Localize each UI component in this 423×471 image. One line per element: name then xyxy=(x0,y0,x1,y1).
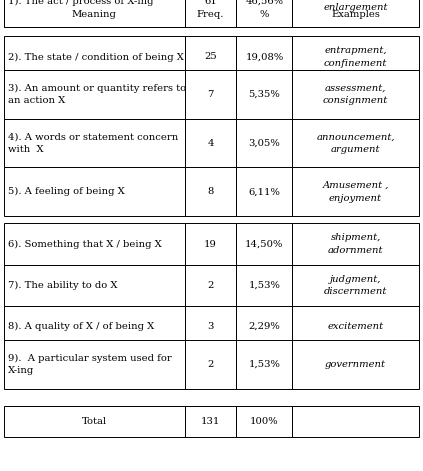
Text: 3,05%: 3,05% xyxy=(248,139,280,148)
Text: 3: 3 xyxy=(207,322,214,331)
Bar xyxy=(236,265,292,306)
Text: 3). An amount or quantity refers to
an action X: 3). An amount or quantity refers to an a… xyxy=(8,84,186,106)
Text: 14,50%: 14,50% xyxy=(245,239,283,249)
Bar xyxy=(292,340,419,389)
Bar xyxy=(236,119,292,168)
Bar xyxy=(184,70,236,119)
Bar xyxy=(292,406,419,437)
Bar xyxy=(4,265,184,306)
Bar xyxy=(184,406,236,437)
Text: 8: 8 xyxy=(207,187,214,196)
Bar xyxy=(4,340,184,389)
Bar xyxy=(236,70,292,119)
Text: Adjusment,
enlargement: Adjusment, enlargement xyxy=(323,0,388,12)
Text: 4: 4 xyxy=(207,139,214,148)
Bar xyxy=(292,119,419,168)
Text: 4). A words or statement concern
with  X: 4). A words or statement concern with X xyxy=(8,132,178,154)
Text: 2: 2 xyxy=(207,281,214,290)
Text: 9).  A particular system used for
X-ing: 9). A particular system used for X-ing xyxy=(8,353,171,375)
Bar xyxy=(184,340,236,389)
Bar xyxy=(236,2,292,27)
Text: 7: 7 xyxy=(207,90,214,99)
Bar xyxy=(292,306,419,347)
Text: government: government xyxy=(325,360,386,369)
Bar xyxy=(4,0,184,27)
Text: Meaning: Meaning xyxy=(72,10,117,19)
Text: 8). A quality of X / of being X: 8). A quality of X / of being X xyxy=(8,322,154,331)
Bar xyxy=(4,168,184,216)
Text: Total: Total xyxy=(82,417,107,426)
Bar xyxy=(236,0,292,27)
Text: 6,11%: 6,11% xyxy=(248,187,280,196)
Bar xyxy=(236,406,292,437)
Bar xyxy=(184,2,236,27)
Bar xyxy=(292,223,419,265)
Bar xyxy=(236,36,292,78)
Text: excitement: excitement xyxy=(327,322,384,331)
Bar xyxy=(292,0,419,27)
Text: 100%: 100% xyxy=(250,417,279,426)
Bar xyxy=(292,36,419,78)
Text: entrapment,
confinement: entrapment, confinement xyxy=(324,46,387,68)
Bar xyxy=(4,36,184,78)
Text: 19: 19 xyxy=(204,239,217,249)
Text: 2). The state / condition of being X: 2). The state / condition of being X xyxy=(8,52,184,62)
Text: Amusement ,
enjoyment: Amusement , enjoyment xyxy=(322,181,389,203)
Bar xyxy=(184,168,236,216)
Text: 5,35%: 5,35% xyxy=(248,90,280,99)
Text: 25: 25 xyxy=(204,52,217,62)
Text: %: % xyxy=(260,10,269,19)
Bar xyxy=(4,406,184,437)
Bar xyxy=(4,223,184,265)
Bar xyxy=(292,70,419,119)
Text: 1,53%: 1,53% xyxy=(248,360,280,369)
Text: 2: 2 xyxy=(207,360,214,369)
Text: 7). The ability to do X: 7). The ability to do X xyxy=(8,281,117,290)
Text: 6). Something that X / being X: 6). Something that X / being X xyxy=(8,239,161,249)
Bar xyxy=(236,223,292,265)
Text: 131: 131 xyxy=(201,417,220,426)
Bar xyxy=(4,70,184,119)
Text: 1,53%: 1,53% xyxy=(248,281,280,290)
Bar xyxy=(184,223,236,265)
Bar xyxy=(292,2,419,27)
Text: Examples: Examples xyxy=(331,10,380,19)
Bar xyxy=(4,306,184,347)
Text: 5). A feeling of being X: 5). A feeling of being X xyxy=(8,187,124,196)
Text: 2,29%: 2,29% xyxy=(248,322,280,331)
Bar xyxy=(292,265,419,306)
Bar xyxy=(184,306,236,347)
Text: 46,56%: 46,56% xyxy=(245,0,283,6)
Bar xyxy=(292,168,419,216)
Bar xyxy=(184,265,236,306)
Text: judgment,
discernment: judgment, discernment xyxy=(324,275,387,296)
Bar xyxy=(184,119,236,168)
Bar xyxy=(236,306,292,347)
Text: Freq.: Freq. xyxy=(197,10,224,19)
Text: 61: 61 xyxy=(204,0,217,6)
Bar xyxy=(184,0,236,27)
Text: assessment,
consignment: assessment, consignment xyxy=(323,84,388,106)
Bar xyxy=(4,119,184,168)
Text: announcement,
argument: announcement, argument xyxy=(316,132,395,154)
Bar xyxy=(184,36,236,78)
Bar xyxy=(236,340,292,389)
Bar xyxy=(4,2,184,27)
Text: shipment,
adornment: shipment, adornment xyxy=(328,233,383,255)
Bar xyxy=(236,168,292,216)
Text: 19,08%: 19,08% xyxy=(245,52,283,62)
Text: 1). The act / process of X-ing: 1). The act / process of X-ing xyxy=(8,0,153,6)
